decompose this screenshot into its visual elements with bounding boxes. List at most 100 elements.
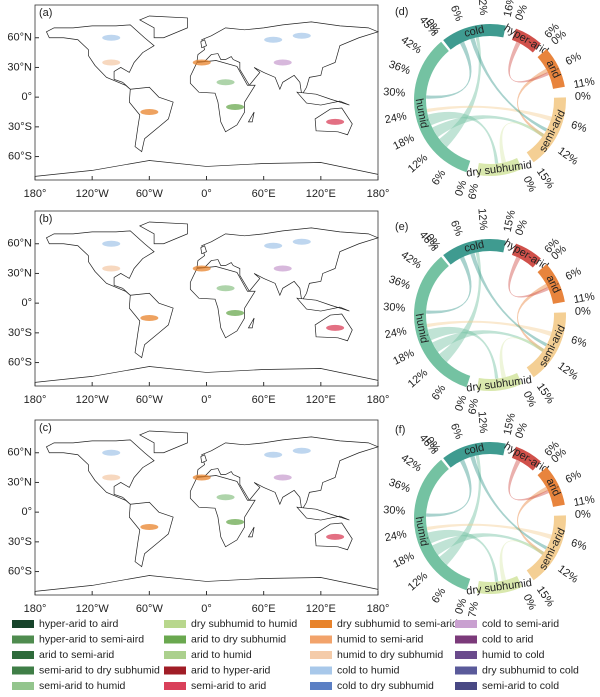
change-patch [226, 519, 245, 526]
lon-label: 120°W [76, 603, 110, 615]
chord-ribbon [439, 251, 482, 363]
chord-tick-label: 0% [513, 421, 530, 440]
chord-segment [511, 28, 541, 53]
chord-tick-label: 0% [513, 3, 530, 22]
lat-label: 0° [21, 506, 32, 518]
chord-tick-label: 0% [521, 592, 539, 612]
chord-segment [413, 256, 471, 388]
change-patch [102, 449, 121, 456]
legend-swatch [164, 651, 186, 659]
legend-swatch [164, 666, 186, 675]
coastline [139, 430, 188, 454]
chord-tick-label: 16% [502, 0, 518, 18]
chord-tick-label: 30% [383, 301, 406, 315]
panel-label: (e) [395, 221, 408, 233]
lon-label: 0° [201, 188, 212, 200]
chord-tick-label: 15% [502, 209, 518, 233]
change-patch [102, 474, 121, 481]
chord-tick-label: 6% [564, 265, 584, 283]
coastline [45, 230, 155, 296]
legend-swatch [455, 635, 477, 644]
chord-tick-label: 42% [399, 249, 424, 272]
legend-swatch [12, 666, 34, 675]
chord-tick-label: 0% [575, 90, 592, 103]
change-patch [226, 310, 245, 317]
lon-label: 60°W [136, 603, 164, 615]
lon-label: 120°W [76, 394, 110, 406]
panel-label: (f) [395, 424, 405, 436]
legend-label: humid to dry subhumid [337, 649, 443, 661]
chord-tick-label: 12% [475, 411, 489, 434]
legend-label: semi-arid to dry subhumid [39, 664, 160, 676]
chord-tick-label: 6% [466, 182, 481, 200]
lat-label: 30°S [8, 121, 32, 133]
change-patch [264, 36, 283, 43]
chord-segment [537, 467, 565, 507]
chord-ribbon [427, 529, 499, 582]
change-patch [292, 447, 311, 454]
change-patch [192, 265, 211, 272]
change-patch [102, 59, 121, 66]
legend-swatch [12, 620, 34, 628]
change-patch [226, 104, 245, 111]
legend-label: arid to hyper-arid [191, 664, 271, 676]
lon-label: 120°E [306, 188, 336, 200]
lat-label: 30°N [7, 267, 32, 279]
chord-segment [443, 238, 506, 265]
chord-tick-label: 6% [430, 586, 449, 606]
change-patch [102, 34, 121, 41]
legend-label: dry subhumid to semi-arid [337, 618, 458, 630]
chord-tick-label: 42% [399, 34, 424, 57]
coastline [34, 160, 379, 177]
chord-tick-label: 6% [448, 4, 465, 23]
lat-label: 60°N [7, 447, 32, 459]
map-panel: (a) 60°N 30°N 0° 30°S 60°S 180° 120°W 60°W 0° 60°E… [7, 4, 389, 200]
chord-tick-label: 36% [387, 274, 412, 293]
coastline [34, 366, 379, 383]
change-patch [326, 324, 345, 331]
chord-segment [476, 158, 523, 176]
lat-label: 30°S [8, 327, 32, 339]
coastline [247, 317, 255, 329]
chord-tick-label: 6% [430, 383, 449, 403]
lon-label: 180° [367, 603, 390, 615]
coastline [34, 575, 379, 592]
legend-swatch [310, 620, 332, 628]
coastline [196, 227, 380, 303]
chord-tick-label: 11% [573, 291, 596, 307]
lat-label: 60°S [8, 565, 32, 577]
chord-tick-label: 36% [387, 59, 412, 78]
legend-swatch [455, 666, 477, 675]
chord-tick-label: 11% [573, 76, 596, 92]
chord-tick-label: 12% [475, 208, 489, 231]
lat-label: 30°S [8, 536, 32, 548]
chord-ribbon [499, 540, 545, 581]
legend-swatch [455, 620, 477, 628]
chord-tick-label: 30% [383, 504, 406, 518]
coastline [296, 506, 350, 521]
chord-tick-label: 42% [399, 452, 424, 475]
chord-tick-label: 6% [570, 334, 589, 350]
chord-tick-label: 12% [406, 570, 431, 594]
legend-swatch [310, 682, 332, 690]
chord-ribbon [426, 523, 552, 539]
chord-segment [511, 446, 541, 471]
lon-label: 180° [24, 394, 47, 406]
change-patch [140, 524, 159, 530]
chord-tick-label: 46% [417, 432, 440, 457]
lon-label: 60°E [252, 188, 276, 200]
legend-label: humid to cold [482, 649, 545, 661]
segment-name: humid [413, 515, 430, 547]
legend-swatch [455, 682, 477, 690]
change-patch [192, 474, 211, 481]
change-patch [216, 494, 235, 501]
chord-tick-label: 30% [383, 86, 406, 100]
map-panel: (b) 60°N 30°N 0° 30°S 60°S 180° 120°W 60°W 0° 60°E… [7, 210, 389, 406]
change-patch [192, 59, 211, 66]
chord-tick-label: 6% [448, 422, 465, 441]
chord-tick-label: 18% [391, 550, 416, 571]
coastline [128, 501, 174, 568]
chord-segment [526, 515, 566, 581]
